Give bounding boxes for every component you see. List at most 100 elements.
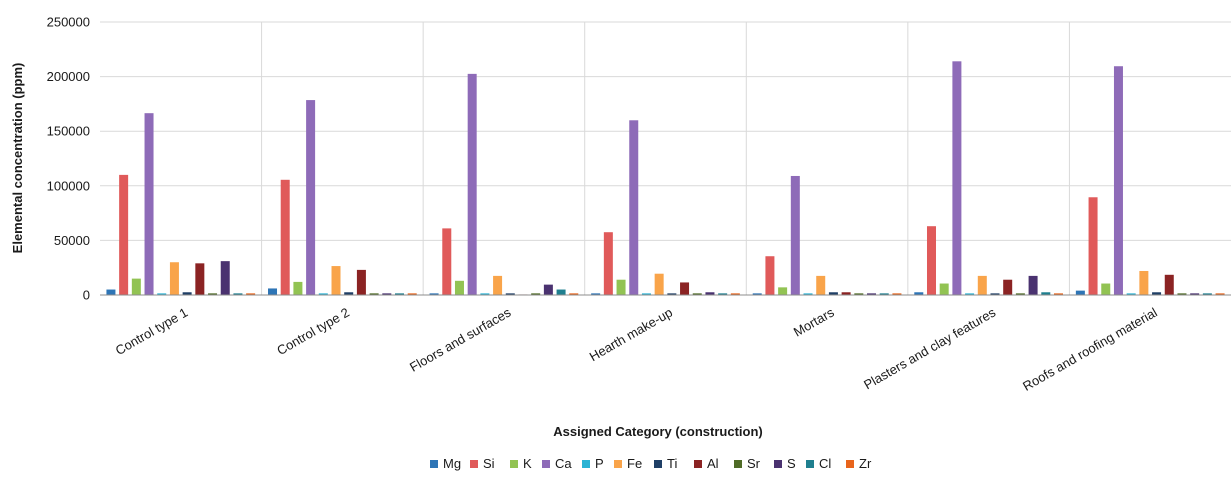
y-tick-label: 150000 [47, 124, 90, 139]
bar-ca [144, 113, 154, 295]
y-tick-label: 50000 [54, 233, 90, 248]
bar-p [641, 293, 651, 295]
bar-s [1190, 293, 1200, 295]
legend-label: Si [483, 456, 495, 471]
y-axis-title: Elemental concentration (ppm) [10, 63, 25, 254]
bar-sr [854, 293, 864, 295]
x-category-label: Roofs and roofing material [1020, 305, 1160, 394]
bar-cl [233, 293, 243, 295]
bar-fe [169, 262, 179, 295]
x-category-label: Control type 1 [113, 305, 191, 358]
legend-item-mg: Mg [430, 456, 461, 471]
bar-p [1126, 293, 1136, 295]
legend-item-ti: Ti [654, 456, 677, 471]
legend-swatch [510, 460, 518, 468]
legend-item-s: S [774, 456, 796, 471]
bar-k [293, 281, 303, 295]
bar-al [841, 292, 851, 295]
bar-al [1003, 279, 1013, 295]
bar-ti [990, 293, 1000, 295]
legend-swatch [806, 460, 814, 468]
bar-mg [914, 292, 924, 295]
legend-item-sr: Sr [734, 456, 761, 471]
bar-k [778, 287, 788, 295]
bar-zr [246, 293, 256, 295]
bar-zr [1215, 293, 1225, 295]
bar-ca [952, 61, 962, 296]
legend-swatch [846, 460, 854, 468]
bar-ti [182, 292, 192, 295]
legend-swatch [654, 460, 662, 468]
legend-swatch [774, 460, 782, 468]
bar-p [157, 293, 167, 295]
bar-k [939, 283, 949, 295]
x-category-label: Control type 2 [274, 305, 352, 358]
bar-s [543, 284, 553, 295]
bar-sr [1177, 293, 1187, 295]
y-tick-label: 200000 [47, 69, 90, 84]
x-category-label: Floors and surfaces [407, 304, 514, 374]
bar-ca [306, 100, 316, 295]
legend-label: Sr [747, 456, 761, 471]
bar-fe [331, 266, 341, 295]
legend-label: Al [707, 456, 719, 471]
bar-zr [892, 293, 902, 295]
bar-ca [467, 73, 477, 296]
legend-item-zr: Zr [846, 456, 872, 471]
x-axis-title: Assigned Category (construction) [553, 424, 762, 439]
bar-k [131, 278, 141, 295]
legend-item-al: Al [694, 456, 719, 471]
bar-si [1088, 197, 1098, 295]
bar-p [480, 293, 490, 295]
legend-label: Mg [443, 456, 461, 471]
bar-sr [1015, 293, 1025, 295]
bar-cl [556, 289, 566, 295]
bar-fe [1139, 270, 1149, 295]
legend-item-k: K [510, 456, 532, 471]
x-category-label: Mortars [791, 304, 837, 339]
bar-cl [1202, 293, 1212, 295]
legend-swatch [694, 460, 702, 468]
legend-label: S [787, 456, 796, 471]
bar-k [616, 279, 626, 295]
bar-zr [407, 293, 417, 295]
bar-mg [1075, 290, 1085, 295]
y-tick-label: 250000 [47, 15, 90, 30]
bar-cl [1041, 292, 1051, 295]
bar-si [926, 226, 936, 295]
x-category-label: Plasters and clay features [861, 304, 998, 392]
bar-s [705, 292, 715, 295]
bar-fe [816, 275, 826, 295]
bar-s [867, 293, 877, 295]
bar-s [220, 261, 230, 295]
bar-p [965, 293, 975, 295]
bar-sr [369, 293, 379, 295]
bar-zr [1053, 293, 1063, 295]
legend-swatch [430, 460, 438, 468]
legend-swatch [582, 460, 590, 468]
gridlines [100, 21, 1231, 295]
bar-k [1101, 283, 1111, 295]
legend-label: Cl [819, 456, 831, 471]
legend: Mg Si K Ca P Fe Ti Al Sr S Cl Zr [430, 456, 872, 471]
bar-mg [268, 288, 278, 295]
legend-label: Fe [627, 456, 642, 471]
bar-k [454, 280, 464, 295]
bar-si [442, 228, 452, 295]
bar-mg [106, 289, 116, 295]
bar-p [318, 293, 328, 295]
bar-al [680, 282, 690, 295]
bar-ca [790, 175, 800, 295]
bar-si [603, 232, 613, 295]
bar-sr [531, 293, 541, 295]
bar-fe [654, 273, 664, 295]
bar-s [1028, 275, 1038, 295]
bar-p [803, 293, 813, 295]
bar-ti [667, 293, 677, 295]
bar-al [356, 269, 366, 295]
y-tick-label: 0 [83, 288, 90, 303]
bar-ca [1113, 66, 1123, 295]
bar-mg [752, 293, 762, 295]
bar-cl [879, 293, 889, 295]
